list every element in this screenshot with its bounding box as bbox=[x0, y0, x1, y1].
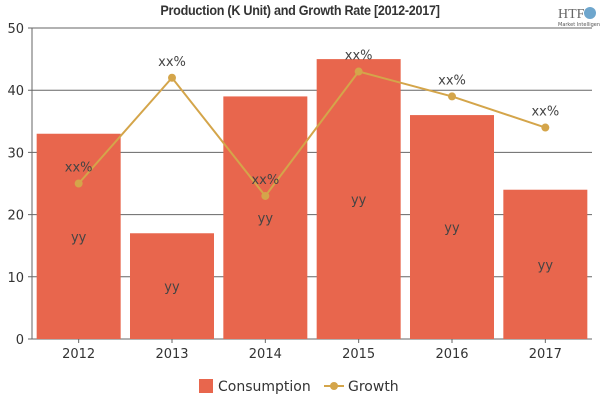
growth-data-label: xx% bbox=[158, 55, 186, 70]
legend-consumption-label: Consumption bbox=[218, 379, 311, 395]
x-tick-label: 2015 bbox=[342, 347, 375, 362]
y-tick-label: 10 bbox=[7, 271, 24, 286]
x-tick-label: 2017 bbox=[529, 347, 562, 362]
bar-2013 bbox=[130, 233, 214, 339]
y-tick-label: 30 bbox=[7, 146, 24, 161]
htf-logo: HTF Market Intelligence bbox=[556, 2, 600, 28]
legend-consumption-swatch bbox=[199, 379, 213, 393]
bar-data-label: yy bbox=[351, 193, 367, 208]
bar-data-label: yy bbox=[444, 221, 460, 236]
bar-2012 bbox=[36, 133, 121, 339]
growth-point-2014 bbox=[261, 191, 270, 200]
bar-data-label: yy bbox=[164, 280, 180, 295]
svg-text:Market Intelligence: Market Intelligence bbox=[558, 22, 600, 28]
legend-growth-label: Growth bbox=[348, 379, 399, 395]
chart-title: Production (K Unit) and Growth Rate [201… bbox=[160, 2, 440, 18]
y-tick-label: 40 bbox=[7, 84, 24, 99]
growth-point-2017 bbox=[541, 123, 550, 132]
x-tick-label: 2012 bbox=[62, 347, 95, 362]
growth-point-2013 bbox=[168, 73, 176, 82]
growth-point-2015 bbox=[354, 67, 363, 76]
x-tick-label: 2013 bbox=[155, 347, 188, 362]
bar-2017 bbox=[503, 189, 588, 339]
svg-text:HTF: HTF bbox=[558, 7, 585, 22]
y-tick-label: 50 bbox=[7, 22, 24, 37]
growth-data-label: xx% bbox=[531, 105, 559, 120]
bar-data-label: yy bbox=[71, 230, 87, 245]
growth-point-2016 bbox=[448, 92, 456, 101]
y-tick-label: 20 bbox=[7, 209, 24, 224]
bar-2016 bbox=[410, 115, 494, 339]
growth-data-label: xx% bbox=[438, 73, 466, 88]
x-tick-label: 2016 bbox=[435, 347, 468, 362]
growth-line bbox=[77, 70, 546, 198]
growth-data-label: xx% bbox=[345, 49, 373, 64]
bar-data-label: yy bbox=[538, 258, 554, 273]
growth-data-label: xx% bbox=[65, 161, 93, 176]
growth-point-2012 bbox=[74, 179, 83, 188]
bar-2014 bbox=[223, 96, 308, 339]
y-tick-label: 0 bbox=[16, 333, 24, 348]
bar-2015 bbox=[316, 59, 401, 339]
growth-data-label: xx% bbox=[251, 173, 279, 188]
bar-data-label: yy bbox=[258, 212, 274, 227]
legend-growth-marker bbox=[330, 382, 338, 390]
x-tick-label: 2014 bbox=[249, 347, 282, 362]
